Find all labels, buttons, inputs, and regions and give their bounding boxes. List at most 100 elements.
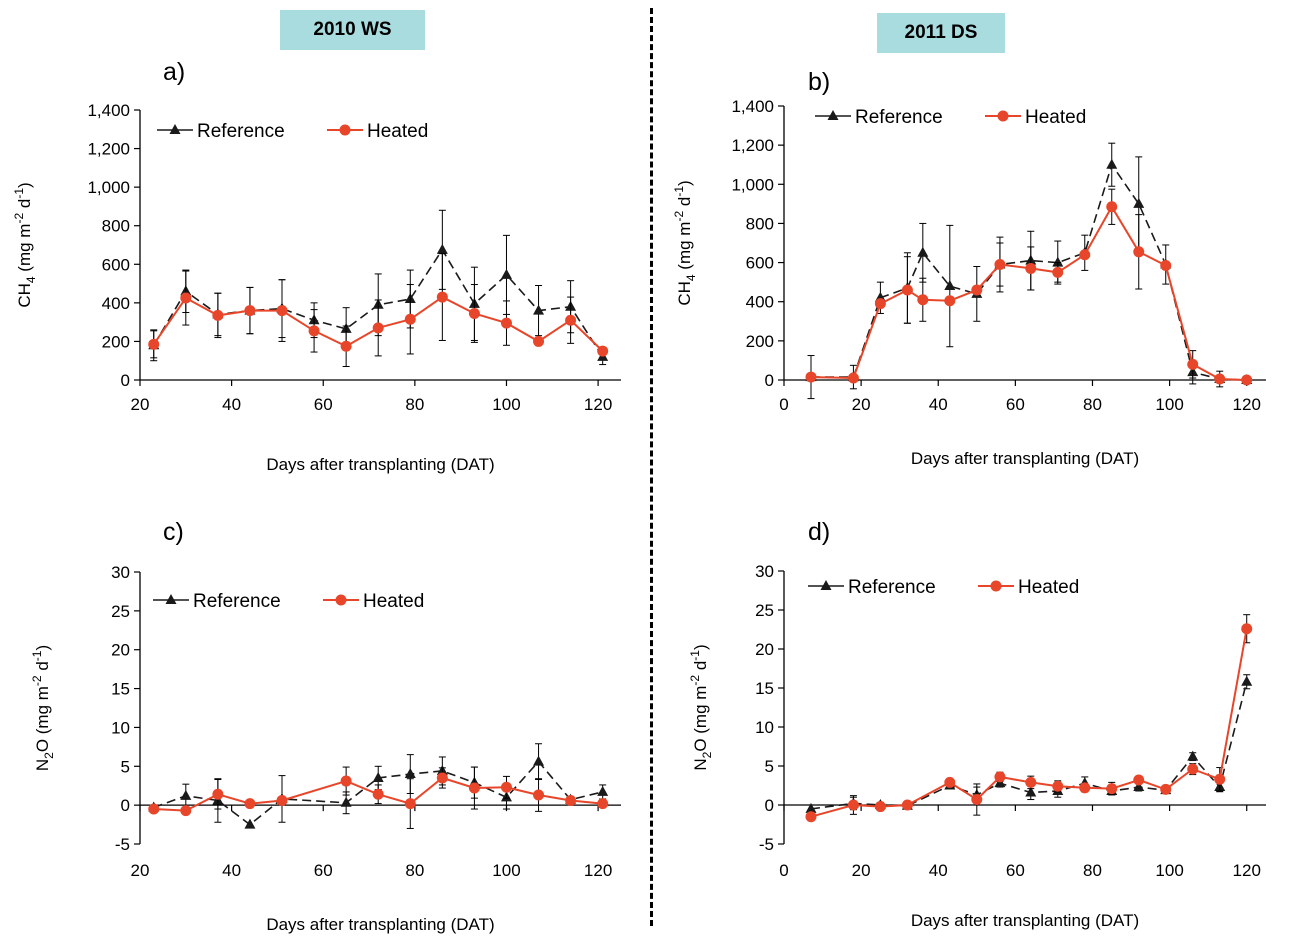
- x-axis-label-a: Days after transplanting (DAT): [266, 455, 494, 474]
- series-heated-a: [148, 253, 609, 367]
- series-line-heated: [153, 776, 603, 812]
- y-tick-label-c: 20: [111, 641, 130, 660]
- legend-label-heated: Heated: [1018, 577, 1079, 598]
- data-point-heated: [1133, 246, 1145, 258]
- series-line-heated: [810, 628, 1248, 818]
- y-tick-label-d: 10: [755, 718, 774, 737]
- data-point-heated: [468, 782, 480, 794]
- y-tick-label-c: -5: [115, 835, 130, 854]
- x-tick-label-a: 100: [492, 395, 520, 414]
- data-point-reference: [944, 280, 956, 291]
- series-heated-d: [805, 614, 1253, 823]
- y-tick-label-d: 25: [755, 601, 774, 620]
- x-tick-label-b: 40: [929, 395, 948, 414]
- data-point-heated: [468, 307, 480, 319]
- data-point-heated: [847, 799, 859, 811]
- data-point-heated: [917, 294, 929, 306]
- legend-a: Reference Heated: [157, 121, 428, 142]
- data-point-heated: [565, 794, 577, 806]
- data-point-reference: [372, 771, 384, 782]
- data-point-heated: [244, 798, 256, 810]
- y-tick-label-b: 400: [746, 293, 774, 312]
- data-point-heated: [901, 284, 913, 296]
- legend-marker-reference: [169, 124, 181, 134]
- data-point-reference: [805, 802, 817, 813]
- x-tick-label-c: 80: [405, 861, 424, 880]
- data-point-heated: [276, 794, 288, 806]
- y-tick-label-a: 1,200: [87, 140, 130, 159]
- y-tick-label-c: 10: [111, 718, 130, 737]
- data-point-reference: [533, 304, 545, 315]
- data-point-heated: [1160, 783, 1172, 795]
- x-tick-label-d: 120: [1233, 861, 1261, 880]
- legend-label-reference: Reference: [855, 107, 943, 128]
- data-point-reference: [597, 785, 609, 796]
- data-point-heated: [597, 345, 609, 357]
- data-point-heated: [805, 371, 817, 383]
- x-tick-label-d: 0: [779, 861, 788, 880]
- data-point-heated: [404, 313, 416, 325]
- y-tick-label-d: 20: [755, 640, 774, 659]
- data-point-reference: [180, 789, 192, 800]
- panel-label-b: b): [808, 68, 830, 96]
- series-line-heated: [810, 204, 1247, 381]
- y-tick-label-d: 5: [765, 757, 774, 776]
- data-point-heated: [308, 325, 320, 337]
- data-point-heated: [148, 338, 160, 350]
- y-tick-label-d: 30: [755, 562, 774, 581]
- data-point-heated: [874, 801, 886, 813]
- data-point-heated: [1160, 260, 1172, 272]
- data-point-heated: [971, 794, 983, 806]
- panel-c: c) -5 0 5 10 15 20 25 30 20 40 60 80 100 120 Days after…: [30, 518, 621, 934]
- data-point-heated: [533, 335, 545, 347]
- y-tick-label-c: 15: [111, 680, 130, 699]
- y-axis-label-d: N2O (mg m-2 d-1): [688, 644, 714, 770]
- data-point-heated: [847, 372, 859, 384]
- x-tick-label-d: 60: [1006, 861, 1025, 880]
- data-point-heated: [971, 284, 983, 296]
- data-point-heated: [1106, 783, 1118, 795]
- data-point-heated: [1241, 623, 1253, 635]
- data-point-heated: [1079, 782, 1091, 794]
- y-tick-label-a: 400: [102, 294, 130, 313]
- series-line-reference: [153, 760, 603, 826]
- data-point-reference: [1025, 786, 1037, 797]
- x-tick-label-b: 20: [852, 395, 871, 414]
- x-tick-label-d: 100: [1155, 861, 1183, 880]
- legend-marker-heated: [997, 110, 1009, 122]
- x-tick-label-d: 40: [929, 861, 948, 880]
- data-point-reference: [244, 818, 256, 829]
- legend-marker-heated: [339, 124, 351, 136]
- x-tick-label-d: 80: [1083, 861, 1102, 880]
- y-tick-label-b: 600: [746, 254, 774, 273]
- y-tick-label-c: 5: [121, 757, 130, 776]
- data-point-heated: [565, 314, 577, 326]
- data-point-reference: [436, 243, 448, 254]
- legend-marker-heated: [990, 580, 1002, 592]
- data-point-heated: [1106, 201, 1118, 213]
- data-point-heated: [1052, 266, 1064, 278]
- data-point-heated: [1025, 262, 1037, 274]
- x-tick-label-c: 60: [314, 861, 333, 880]
- data-point-heated: [180, 292, 192, 304]
- data-point-heated: [944, 776, 956, 788]
- data-point-heated: [1079, 249, 1091, 261]
- x-tick-label-d: 20: [852, 861, 871, 880]
- x-tick-label-b: 80: [1083, 395, 1102, 414]
- data-point-heated: [901, 799, 913, 811]
- data-point-heated: [1187, 358, 1199, 370]
- data-point-heated: [436, 772, 448, 784]
- legend-label-reference: Reference: [193, 591, 281, 612]
- data-point-reference: [917, 246, 929, 257]
- data-point-heated: [533, 789, 545, 801]
- data-point-heated: [597, 798, 609, 810]
- data-point-heated: [244, 305, 256, 317]
- data-point-heated: [372, 322, 384, 334]
- panel-b: b) 0 200 400 600 800 1,000 1,200 1,400 0 20 40 60 80 1…: [672, 68, 1266, 468]
- x-tick-label-c: 120: [584, 861, 612, 880]
- x-axis-label-c: Days after transplanting (DAT): [266, 915, 494, 934]
- legend-b: Reference Heated: [815, 107, 1086, 128]
- season-label-2011-ds: 2011 DS: [877, 13, 1005, 53]
- legend-label-heated: Heated: [367, 121, 428, 142]
